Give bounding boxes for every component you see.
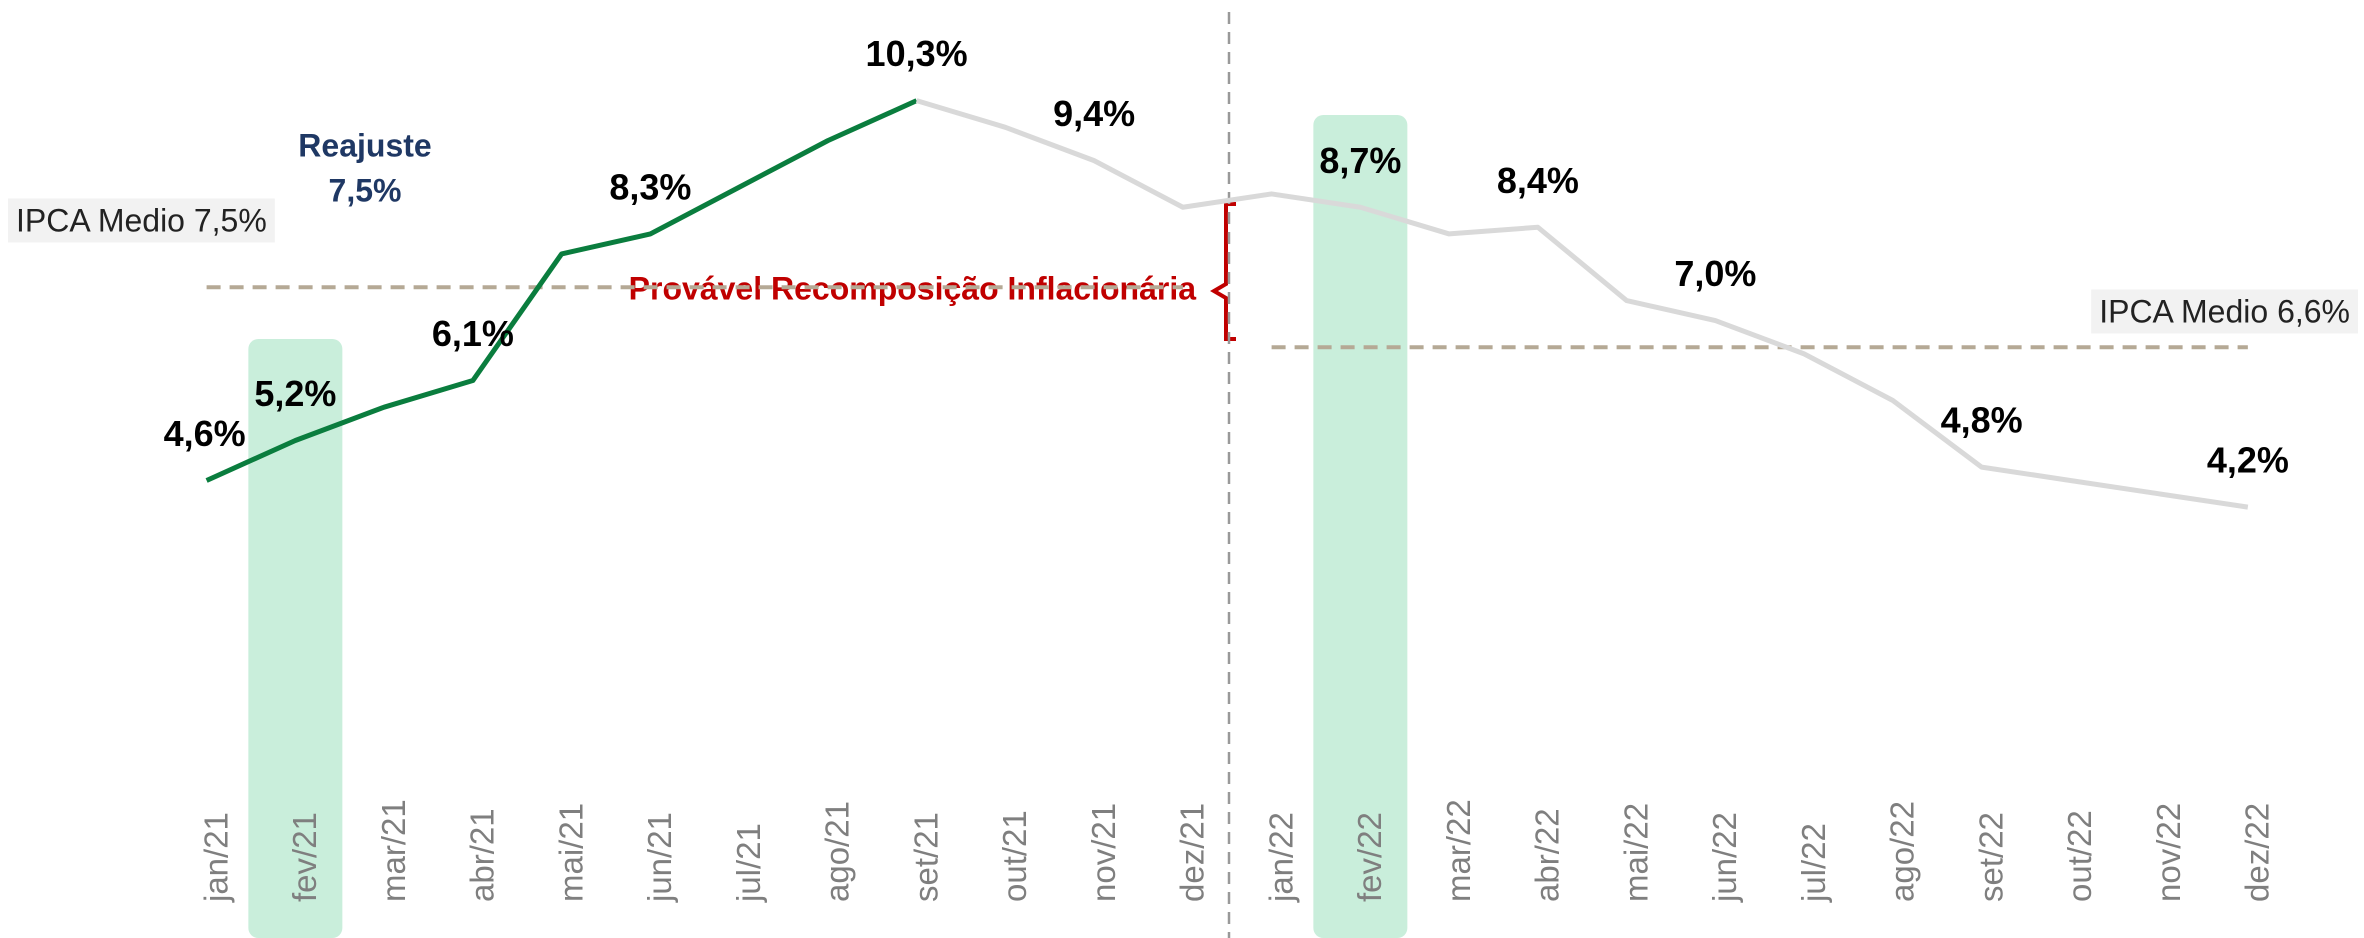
value-label: 9,4% <box>1053 93 1135 134</box>
x-tick-label: mar/22 <box>1440 799 1477 902</box>
x-tick-label: dez/22 <box>2239 803 2276 902</box>
bracket <box>1210 202 1236 341</box>
x-tick-label: nov/21 <box>1085 803 1122 902</box>
value-label: 10,3% <box>866 33 968 74</box>
x-tick-label: fev/22 <box>1351 812 1388 902</box>
reference-label-bg <box>2091 289 2358 334</box>
x-tick-label: ago/22 <box>1884 801 1921 902</box>
x-tick-label: abr/22 <box>1529 808 1566 902</box>
x-tick-label: jan/21 <box>197 812 234 903</box>
x-tick-label: jun/21 <box>641 812 678 903</box>
value-label: 8,4% <box>1497 160 1579 201</box>
line <box>915 98 2249 510</box>
line <box>205 98 918 483</box>
value-label: 7,0% <box>1674 253 1756 294</box>
value-label: 8,7% <box>1319 140 1401 181</box>
reference-label: IPCA Medio 6,6% <box>2099 293 2350 329</box>
x-tick-label: mar/21 <box>375 799 412 902</box>
x-tick-label: jun/22 <box>1706 812 1743 903</box>
reference-label-bg <box>8 198 275 243</box>
value-label: 8,3% <box>609 166 691 207</box>
x-tick-label: out/21 <box>996 810 1033 902</box>
highlight <box>248 339 343 938</box>
x-tick-label: abr/21 <box>464 808 501 902</box>
x-tick-label: ago/21 <box>819 801 856 902</box>
value-label: 4,2% <box>2207 440 2289 481</box>
value-label: 5,2% <box>254 373 336 414</box>
annotation: 7,5% <box>329 172 402 208</box>
annotation: Reajuste <box>298 127 431 163</box>
x-tick-label: set/21 <box>907 812 944 902</box>
value-label: 4,8% <box>1941 400 2023 441</box>
x-tick-label: jan/22 <box>1262 812 1299 903</box>
value-label: 4,6% <box>164 413 246 454</box>
x-tick-label: fev/21 <box>286 812 323 902</box>
x-tick-label: dez/21 <box>1174 803 1211 902</box>
x-tick-label: mai/22 <box>1617 803 1654 902</box>
x-tick-label: nov/22 <box>2150 803 2187 902</box>
x-tick-label: out/22 <box>2061 810 2098 902</box>
x-tick-label: set/22 <box>1972 812 2009 902</box>
x-tick-label: jul/22 <box>1795 823 1832 903</box>
highlight <box>1313 115 1408 938</box>
reference-label: IPCA Medio 7,5% <box>16 202 267 238</box>
x-tick-label: jul/21 <box>730 823 767 903</box>
value-label: 6,1% <box>432 313 514 354</box>
x-tick-label: mai/21 <box>552 803 589 902</box>
